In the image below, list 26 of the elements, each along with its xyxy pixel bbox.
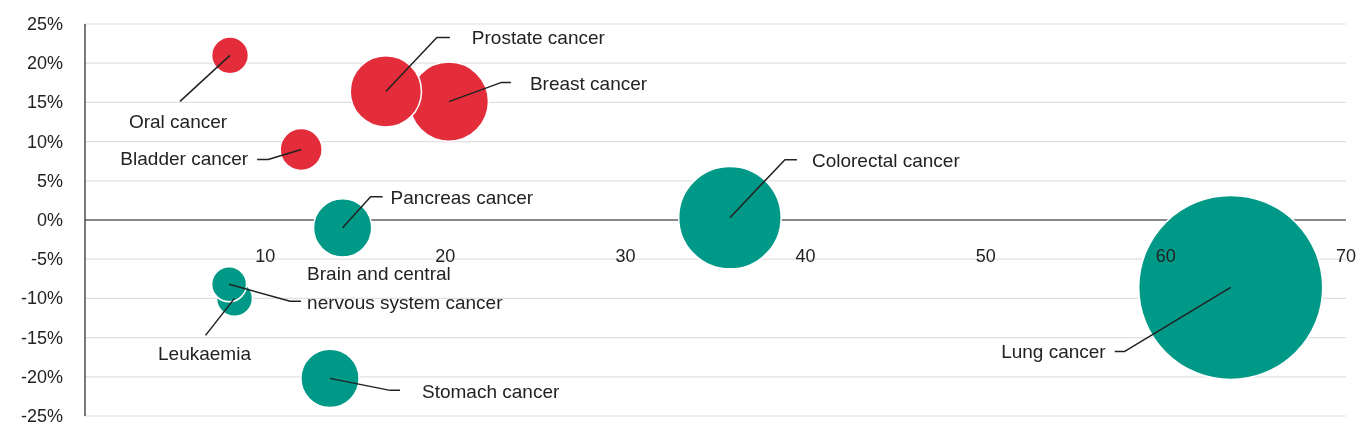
series-label: Bladder cancer (120, 147, 249, 169)
text: Colorectal cancer (811, 149, 961, 171)
x-tick-label: 10 (255, 246, 276, 266)
x-tick-label: 70 (1335, 246, 1357, 266)
y-tick-label: -15% (20, 327, 63, 348)
text: Breast cancer (529, 72, 648, 94)
y-tick-label: -10% (20, 288, 63, 309)
y-tick-label: -20% (20, 366, 63, 387)
y-tick-label: 5% (36, 170, 63, 191)
series-label: Leukaemia (158, 342, 252, 364)
series-label: Pancreas cancer (390, 186, 534, 208)
y-tick-label: 0% (36, 210, 63, 230)
x-tick-label: 40 (795, 246, 816, 266)
text: Lung cancer (1001, 340, 1107, 362)
text: Prostate cancer (471, 26, 606, 48)
y-tick-label: 25% (26, 14, 63, 34)
text: Stomach cancer (421, 380, 560, 402)
y-tick-label: -5% (30, 249, 63, 270)
y-tick-label: 15% (26, 92, 63, 113)
x-tick-label: 30 (615, 246, 636, 266)
series-label: Oral cancer (128, 110, 228, 132)
y-tick-label: 10% (26, 131, 63, 152)
x-tick-label: 60 (1155, 246, 1176, 266)
x-tick-label: 50 (975, 246, 996, 266)
y-tick-label: -25% (20, 406, 63, 423)
y-tick-label: 20% (26, 53, 63, 74)
